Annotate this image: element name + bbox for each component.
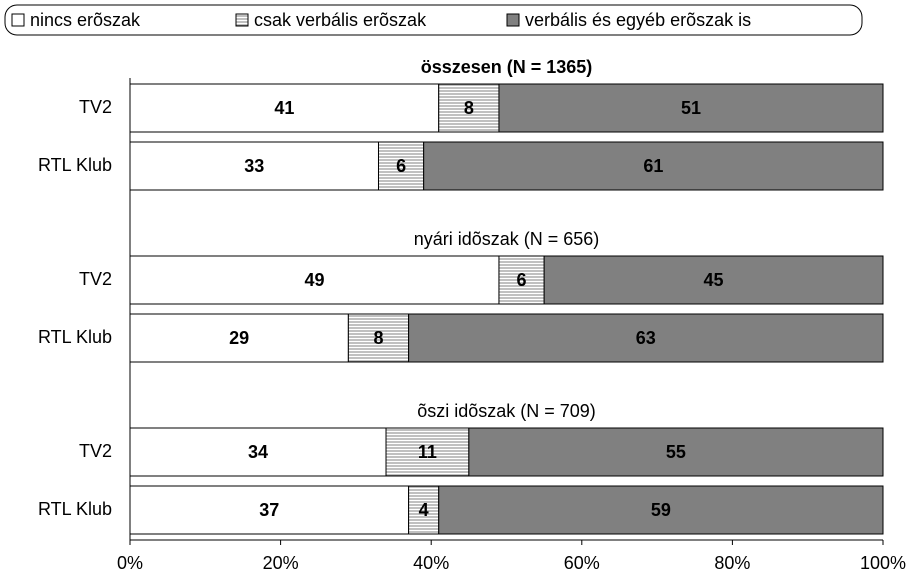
data-label: 34 <box>248 442 268 462</box>
legend-swatch <box>11 13 25 27</box>
y-tick-label: TV2 <box>79 269 112 289</box>
y-tick-label: RTL Klub <box>38 499 112 519</box>
bar-segment <box>129 141 379 191</box>
legend-label: nincs erõszak <box>30 10 141 30</box>
group-title: nyári idõszak (N = 656) <box>414 229 600 249</box>
data-label: 49 <box>304 270 324 290</box>
bar-segment <box>423 141 884 191</box>
data-label: 59 <box>651 500 671 520</box>
bar-segment <box>377 141 425 191</box>
data-label: 4 <box>419 500 429 520</box>
y-tick-label: RTL Klub <box>38 327 112 347</box>
data-label: 8 <box>373 328 383 348</box>
x-tick-label: 100% <box>860 553 906 573</box>
data-label: 6 <box>517 270 527 290</box>
legend-swatch <box>235 13 249 27</box>
legend-label: verbális és egyéb erõszak is <box>525 10 751 30</box>
group-title: õszi idõszak (N = 709) <box>417 401 596 421</box>
bar-segment <box>498 83 884 133</box>
data-label: 8 <box>464 98 474 118</box>
y-tick-label: TV2 <box>79 97 112 117</box>
bar-segment <box>385 427 470 477</box>
bar-segment <box>129 313 349 363</box>
bar-segment <box>468 427 884 477</box>
x-tick-label: 40% <box>413 553 449 573</box>
bar-segment <box>129 255 500 305</box>
y-tick-label: RTL Klub <box>38 155 112 175</box>
data-label: 55 <box>666 442 686 462</box>
x-tick-label: 20% <box>263 553 299 573</box>
bar-segment <box>408 313 884 363</box>
bar-segment <box>543 255 884 305</box>
x-tick-label: 60% <box>564 553 600 573</box>
x-tick-label: 80% <box>714 553 750 573</box>
data-label: 33 <box>244 156 264 176</box>
legend-label: csak verbális erõszak <box>254 10 427 30</box>
legend-swatch <box>506 13 520 27</box>
group-title: összesen (N = 1365) <box>421 57 593 77</box>
bar-segment <box>129 83 440 133</box>
data-label: 6 <box>396 156 406 176</box>
data-label: 29 <box>229 328 249 348</box>
data-label: 37 <box>259 500 279 520</box>
bar-segment <box>438 485 884 535</box>
bar-segment <box>129 485 410 535</box>
data-label: 45 <box>704 270 724 290</box>
data-label: 41 <box>274 98 294 118</box>
data-label: 51 <box>681 98 701 118</box>
data-label: 63 <box>636 328 656 348</box>
data-label: 61 <box>643 156 663 176</box>
bar-segment <box>498 255 545 305</box>
bar-segment <box>129 427 387 477</box>
bar-segment <box>347 313 410 363</box>
data-label: 11 <box>418 442 437 462</box>
legend-box <box>4 4 863 36</box>
y-tick-label: TV2 <box>79 441 112 461</box>
x-tick-label: 0% <box>117 553 143 573</box>
bar-segment <box>408 485 440 535</box>
bar-segment <box>438 83 500 133</box>
